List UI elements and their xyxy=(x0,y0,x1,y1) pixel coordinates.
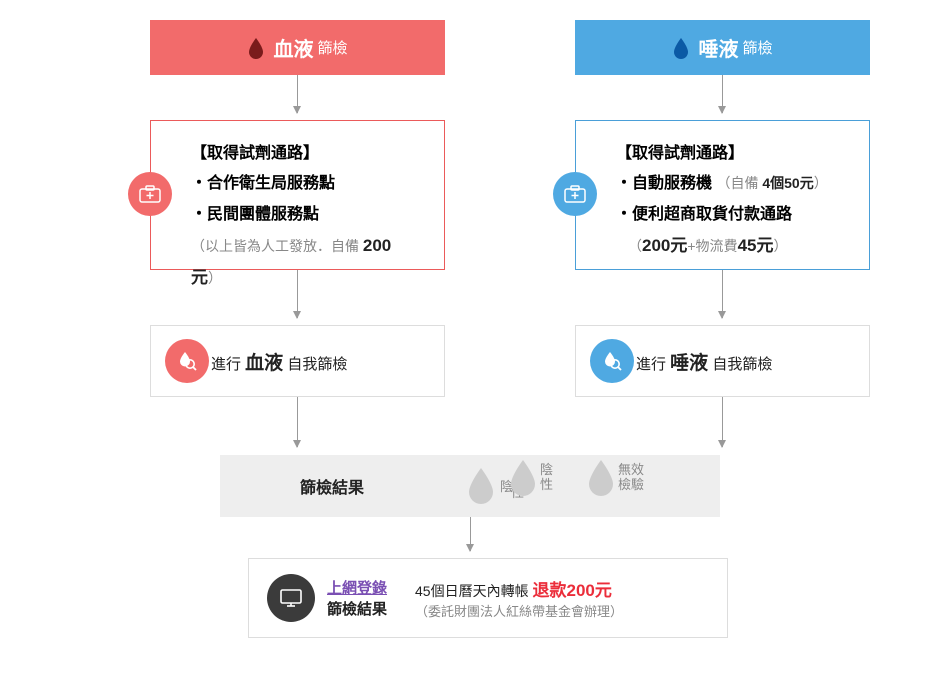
drop-search-icon xyxy=(600,349,624,373)
blood-panel-note: （以上皆為人工發放．自備 200元） xyxy=(191,230,422,295)
saliva-header: 唾液 篩檢 xyxy=(575,20,870,75)
blood-kit-badge xyxy=(128,172,172,216)
saliva-drop-icon xyxy=(672,37,690,59)
footer-left-col: 上網登錄 篩檢結果 xyxy=(327,577,387,619)
result-negative-clean: 陰性 xyxy=(508,459,553,497)
footer-right-col: 45個日曆天內轉帳 退款200元 （委託財團法人紅絲帶基金會辦理） xyxy=(415,576,623,620)
result-bar: 篩檢結果 陽 性 陰性 性 xyxy=(220,455,720,517)
arrow xyxy=(470,517,471,551)
blood-search-badge xyxy=(165,339,209,383)
arrow xyxy=(297,270,298,318)
saliva-step-text: 進行 唾液 自我篩檢 xyxy=(636,348,772,375)
drop-search-icon xyxy=(175,349,199,373)
saliva-panel-title: 【取得試劑通路】 xyxy=(616,139,847,169)
saliva-header-main: 唾液 xyxy=(698,33,738,62)
arrow xyxy=(722,397,723,447)
blood-panel-title: 【取得試劑通路】 xyxy=(191,139,422,169)
drop-grey-icon xyxy=(508,459,538,497)
register-footer: 上網登錄 篩檢結果 45個日曆天內轉帳 退款200元 （委託財團法人紅絲帶基金會… xyxy=(248,558,728,638)
result-invalid: 無效 檢驗 xyxy=(586,459,644,497)
arrow xyxy=(297,397,298,447)
blood-drop-icon xyxy=(247,37,265,59)
saliva-panel-line2: ・便利超商取貨付款通路 xyxy=(616,200,847,230)
monitor-badge xyxy=(267,574,315,622)
saliva-channel-panel: 【取得試劑通路】 ・自動服務機 （自備 4個50元） ・便利超商取貨付款通路 （… xyxy=(575,120,870,270)
saliva-panel-note: （200元+物流費45元） xyxy=(616,230,847,262)
blood-header-sub: 篩檢 xyxy=(317,37,347,58)
saliva-search-badge xyxy=(590,339,634,383)
drop-grey-icon xyxy=(466,467,496,505)
blood-header-main: 血液 xyxy=(273,33,313,62)
blood-panel-line1: ・合作衛生局服務點 xyxy=(191,169,422,199)
monitor-icon xyxy=(279,588,303,608)
blood-panel-line2: ・民間團體服務點 xyxy=(191,200,422,230)
arrow xyxy=(722,75,723,113)
saliva-kit-badge xyxy=(553,172,597,216)
blood-header: 血液 篩檢 xyxy=(150,20,445,75)
footer-line2: 篩檢結果 xyxy=(327,598,387,619)
result-label: 篩檢結果 xyxy=(300,474,364,498)
saliva-panel-line1: ・自動服務機 （自備 4個50元） xyxy=(616,169,847,199)
medkit-icon xyxy=(564,185,586,203)
saliva-header-sub: 篩檢 xyxy=(742,37,772,58)
arrow xyxy=(722,270,723,318)
blood-step-text: 進行 血液 自我篩檢 xyxy=(211,348,347,375)
blood-channel-panel: 【取得試劑通路】 ・合作衛生局服務點 ・民間團體服務點 （以上皆為人工發放．自備… xyxy=(150,120,445,270)
drop-grey-icon xyxy=(586,459,616,497)
arrow xyxy=(297,75,298,113)
medkit-icon xyxy=(139,185,161,203)
register-online-link[interactable]: 上網登錄 xyxy=(327,580,387,597)
